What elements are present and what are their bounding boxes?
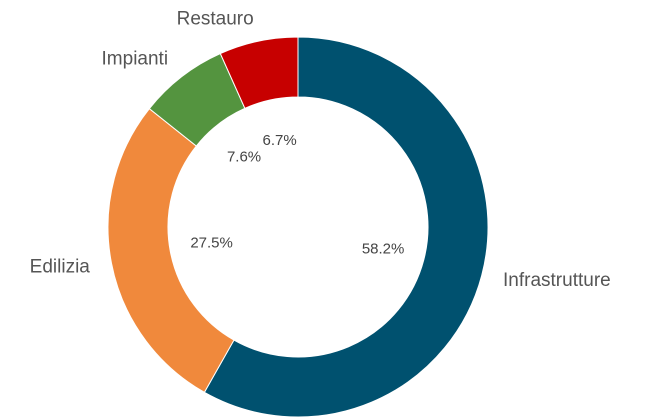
slice-label: Impianti — [102, 49, 169, 70]
value-label: 27.5% — [190, 235, 233, 252]
value-label: 6.7% — [263, 132, 297, 149]
donut-slice — [107, 107, 235, 394]
value-label: 58.2% — [362, 240, 405, 257]
donut-slice — [219, 36, 299, 110]
donut-slice — [203, 36, 489, 417]
slice-label: Edilizia — [30, 256, 91, 277]
slice-label: Restauro — [177, 9, 254, 30]
value-label: 7.6% — [227, 148, 261, 165]
slice-label: Infrastrutture — [503, 270, 611, 291]
